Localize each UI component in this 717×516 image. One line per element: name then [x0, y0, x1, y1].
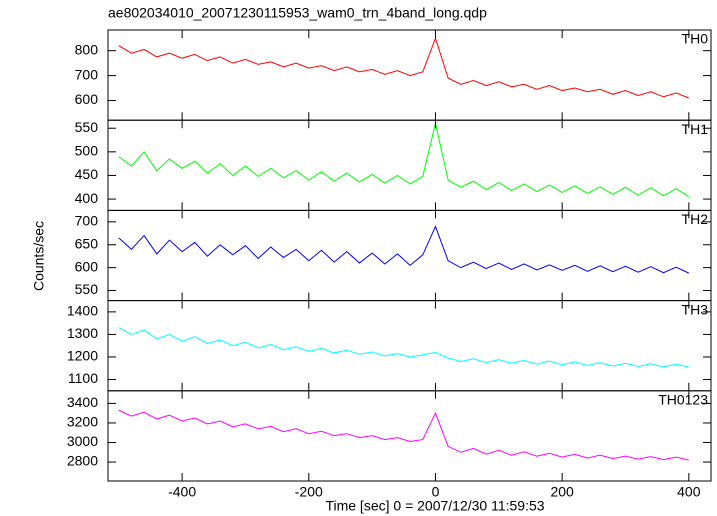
panel-label: TH0	[682, 31, 709, 47]
x-tick-label: 200	[550, 484, 574, 500]
y-tick-label: 1300	[67, 325, 98, 341]
chart-title: ae802034010_20071230115953_wam0_trn_4ban…	[108, 5, 487, 21]
x-tick-label: -400	[168, 484, 196, 500]
light-curve	[118, 36, 690, 99]
light-curve	[118, 123, 690, 198]
y-tick-label: 700	[75, 66, 99, 82]
light-curve	[118, 225, 690, 274]
panel-frame	[107, 300, 712, 392]
panel-frame	[107, 390, 712, 482]
y-tick-label: 800	[75, 41, 99, 57]
y-tick-label: 2800	[67, 453, 98, 469]
y-tick-label: 600	[75, 258, 99, 274]
y-tick-label: 3200	[67, 414, 98, 430]
x-axis-label: Time [sec] 0 = 2007/12/30 11:59:53	[325, 498, 544, 514]
x-tick-label: 400	[677, 484, 701, 500]
panel-label: TH1	[682, 121, 709, 137]
x-tick-label: 0	[432, 484, 440, 500]
panel-frame	[107, 209, 712, 302]
y-tick-label: 550	[75, 281, 99, 297]
y-tick-label: 700	[75, 213, 99, 229]
y-axis-label: Counts/sec	[31, 221, 47, 291]
y-tick-label: 3000	[67, 433, 98, 449]
y-tick-label: 600	[75, 91, 99, 107]
y-tick-label: 1100	[68, 370, 98, 386]
panel-label: TH2	[682, 211, 709, 227]
y-tick-label: 1400	[67, 303, 98, 319]
panel-label: TH0123	[658, 392, 708, 408]
y-tick-label: 400	[75, 190, 99, 206]
y-tick-label: 3400	[67, 394, 98, 410]
y-tick-label: 650	[75, 235, 99, 251]
y-tick-label: 550	[75, 119, 99, 135]
y-tick-label: 500	[75, 143, 99, 159]
x-tick-label: -200	[295, 484, 323, 500]
panel-label: TH3	[682, 301, 709, 317]
light-curve	[118, 409, 689, 461]
y-tick-label: 450	[75, 166, 99, 182]
y-tick-label: 1200	[67, 348, 98, 364]
light-curve	[118, 327, 689, 368]
